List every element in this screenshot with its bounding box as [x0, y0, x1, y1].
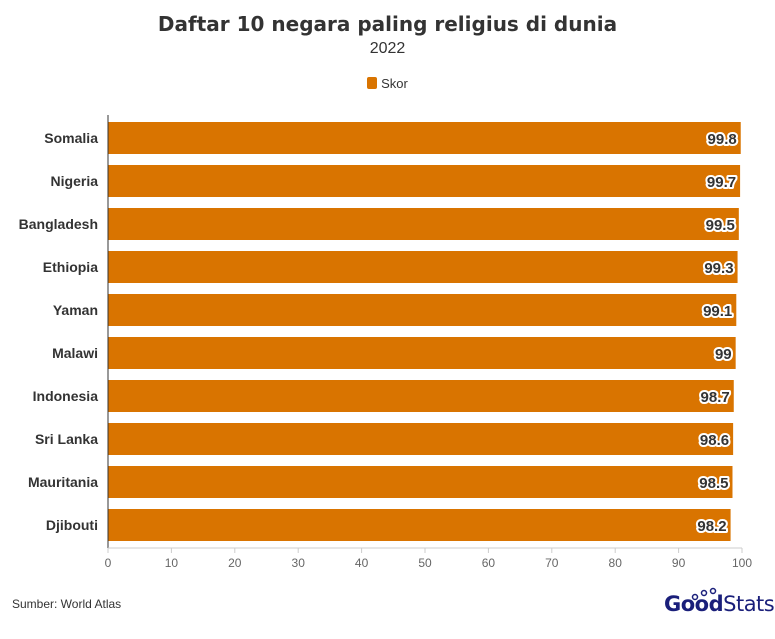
goodstats-logo: GoodStats	[664, 592, 775, 616]
x-tick-label: 0	[105, 556, 112, 570]
category-label: Yaman	[53, 302, 98, 318]
data-label: 98.6	[700, 432, 729, 449]
category-label: Ethiopia	[43, 259, 98, 275]
bar	[108, 423, 734, 455]
data-label: 98.7	[701, 389, 730, 406]
x-tick-label: 30	[292, 556, 306, 570]
data-label: 99	[715, 346, 732, 363]
data-label: 98.5	[699, 475, 728, 492]
logo-bold: Good	[664, 592, 724, 616]
bar	[108, 122, 741, 154]
bar	[108, 294, 737, 326]
chart-title: Daftar 10 negara paling religius di duni…	[157, 12, 618, 36]
x-tick-label: 60	[482, 556, 496, 570]
x-tick-label: 80	[609, 556, 623, 570]
category-label: Indonesia	[33, 388, 99, 404]
legend-swatch	[367, 77, 378, 89]
data-label: 98.2	[697, 518, 726, 535]
data-label: 99.1	[703, 303, 732, 320]
logo-dot	[691, 593, 699, 601]
logo-dot	[709, 587, 717, 595]
data-label: 99.5	[706, 217, 735, 234]
data-label: 99.3	[704, 260, 733, 277]
x-tick-label: 20	[228, 556, 242, 570]
bar	[108, 466, 733, 498]
data-label: 99.8	[708, 131, 737, 148]
x-tick-label: 70	[545, 556, 559, 570]
legend-label: Skor	[381, 76, 408, 91]
logo-dot	[700, 589, 708, 597]
logo-light: Stats	[723, 592, 775, 616]
bar	[108, 509, 731, 541]
bar	[108, 380, 734, 412]
bar	[108, 165, 741, 197]
category-label: Sri Lanka	[35, 431, 98, 447]
x-tick-label: 100	[732, 556, 752, 570]
category-label: Bangladesh	[19, 216, 98, 232]
category-label: Djibouti	[46, 517, 98, 533]
category-label: Somalia	[44, 130, 98, 146]
legend: Skor	[0, 76, 775, 91]
chart-subtitle: 2022	[369, 40, 406, 57]
category-label: Malawi	[52, 345, 98, 361]
x-tick-label: 10	[165, 556, 179, 570]
x-tick-label: 90	[672, 556, 686, 570]
bar	[108, 337, 736, 369]
data-label: 99.7	[707, 174, 736, 191]
x-tick-label: 50	[418, 556, 432, 570]
bar	[108, 208, 739, 240]
category-label: Nigeria	[51, 173, 99, 189]
x-tick-label: 40	[355, 556, 369, 570]
bar	[108, 251, 738, 283]
category-label: Mauritania	[28, 474, 98, 490]
source-note: Sumber: World Atlas	[12, 597, 122, 611]
